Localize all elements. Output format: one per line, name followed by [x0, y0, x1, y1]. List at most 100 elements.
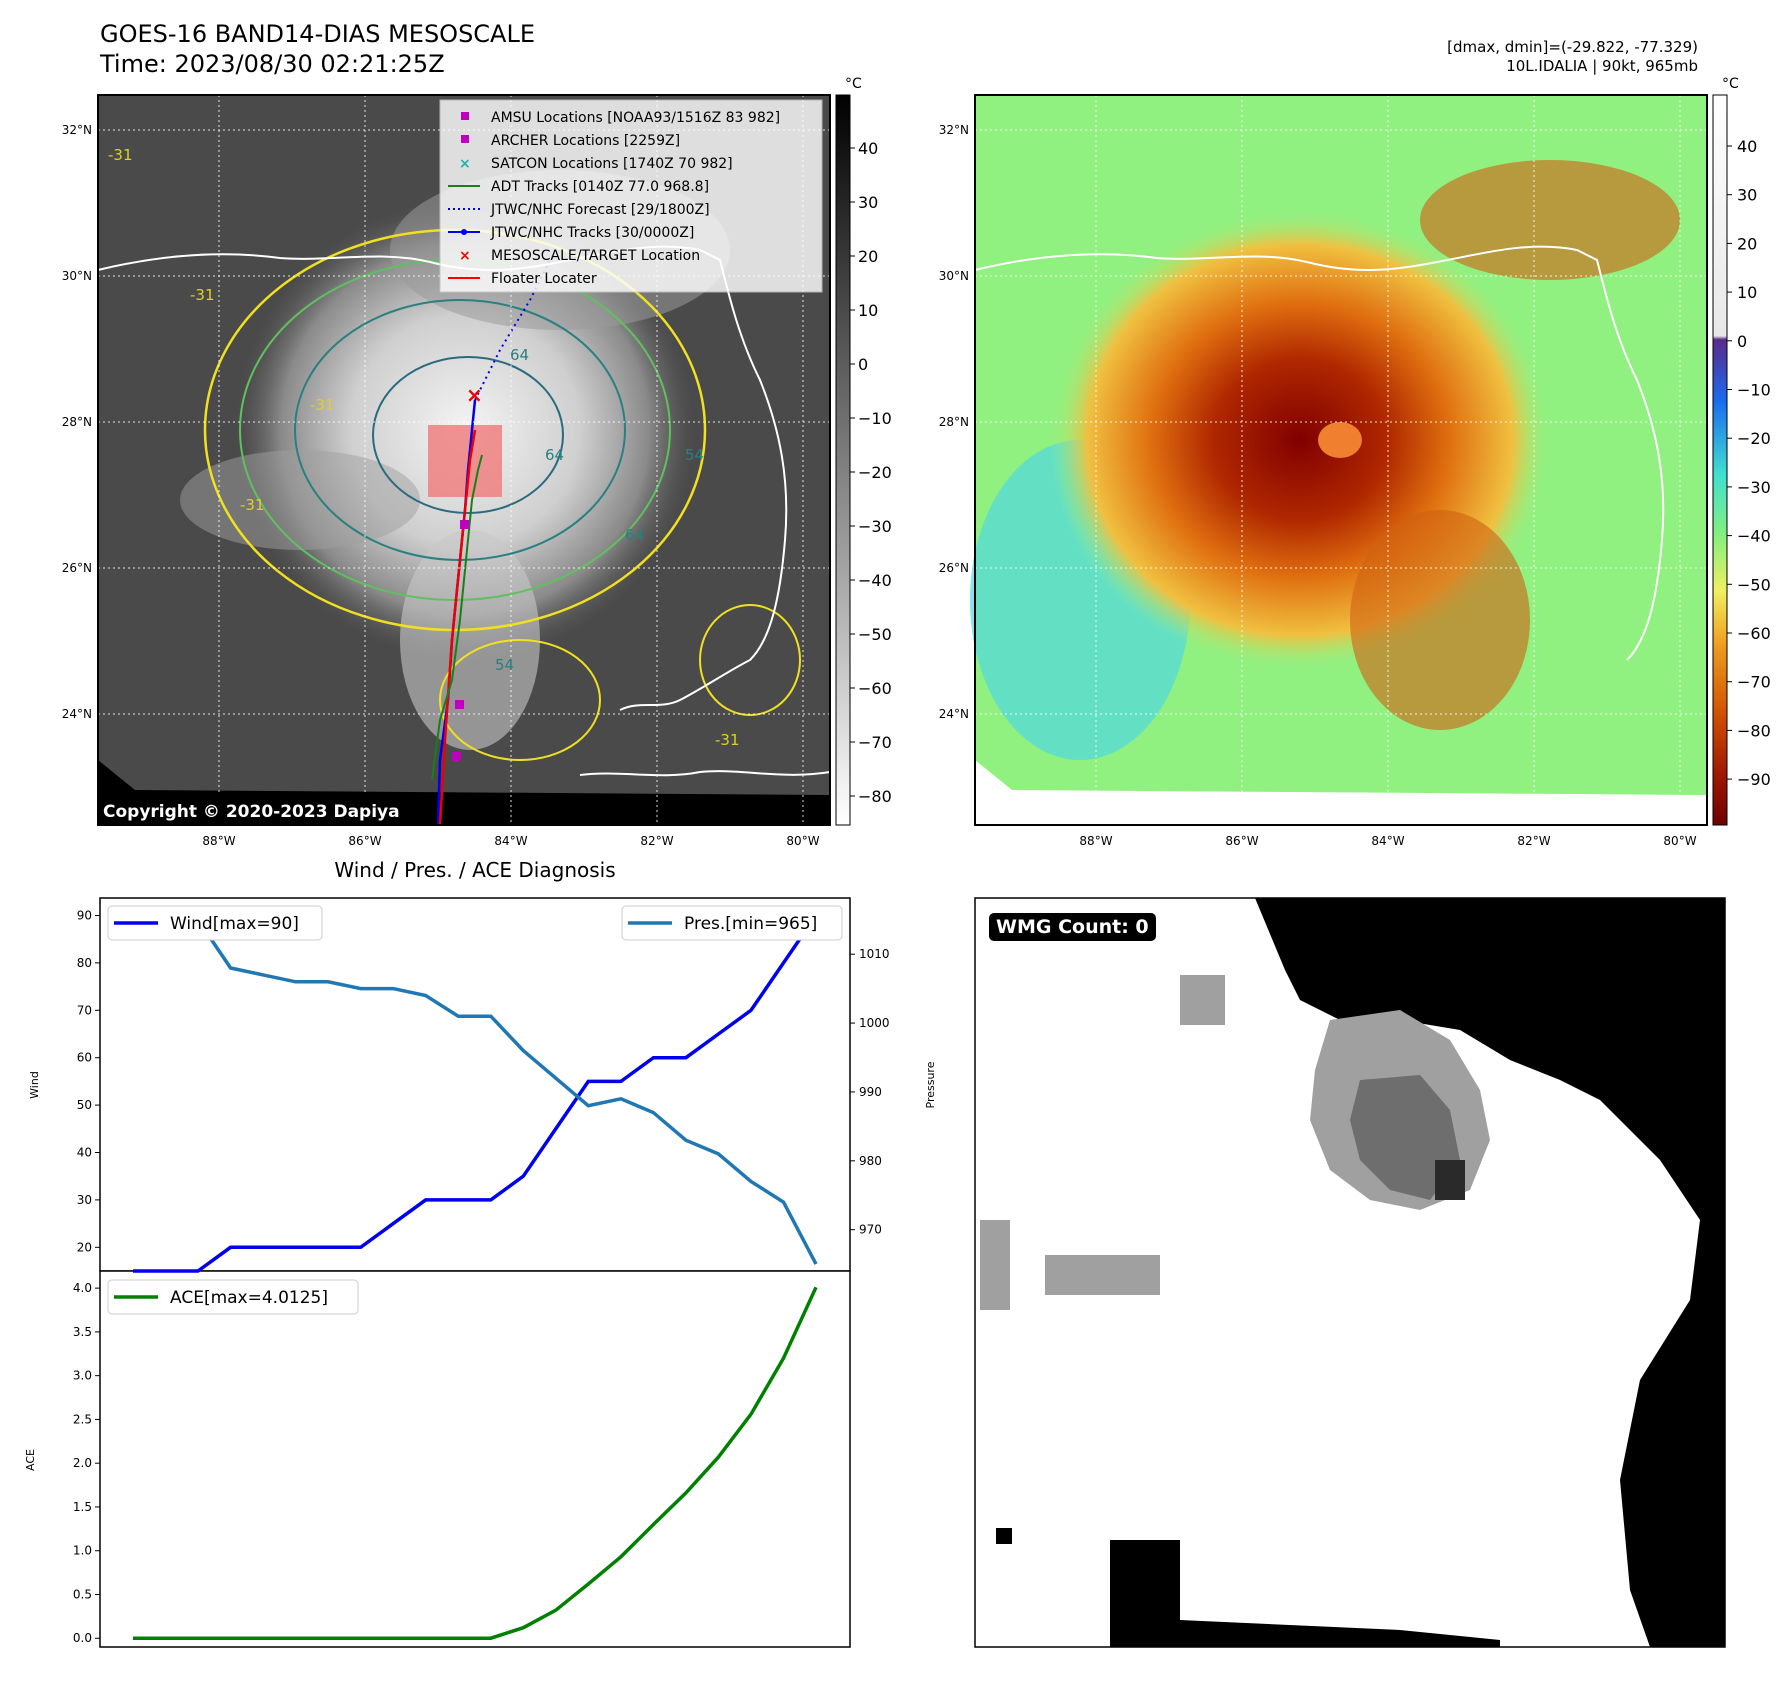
cloud-band-south [400, 530, 540, 750]
gray-colorbar-tick-label: −20 [858, 463, 892, 482]
pressure-y-tick-label: 990 [859, 1085, 882, 1099]
wind-pressure-axes [99, 897, 851, 1272]
contour-label: -31 [310, 396, 335, 414]
color-colorbar-tick-label: 0 [1737, 332, 1747, 351]
pressure-legend-box [621, 905, 843, 941]
pressure-y-tick-label: 980 [859, 1154, 882, 1168]
wind-axis-label: Wind [28, 1071, 41, 1099]
color-map-frame [974, 94, 1708, 826]
lat-tick-label: 32°N [62, 123, 92, 137]
storm-info: [dmax, dmin]=(-29.822, -77.329) 10L.IDAL… [1447, 38, 1698, 76]
lat-tick-label: 28°N [939, 415, 969, 429]
wmg-dark-gray [1350, 1075, 1460, 1200]
legend-marker-x: × [459, 248, 471, 264]
lon-tick-label: 82°W [640, 834, 673, 848]
pressure-y-tick-label: 1000 [859, 1016, 890, 1030]
contour-inner [372, 356, 564, 514]
pressure-y-tick-label: 970 [859, 1223, 882, 1237]
adt-track [431, 454, 483, 781]
color-colorbar-tick-label: 20 [1737, 234, 1757, 253]
wind-pressure-chart: 20 30 40 50 60 70 80 90 970 980 990 1000 1010 Wind[ma… [77, 905, 890, 1273]
legend-label: SATCON Locations [1740Z 70 982] [491, 156, 733, 172]
copyright-text: Copyright © 2020-2023 Dapiya [103, 802, 400, 822]
legend-label: MESOSCALE/TARGET Location [491, 248, 700, 264]
contour-label: -31 [190, 286, 215, 304]
wmg-black-bottom [1110, 1540, 1500, 1647]
ace-y-tick-label: 0.0 [73, 1631, 92, 1645]
gray-colorbar: °C 40 30 20 10 0 −10 −20 −30 −40 −50 −60 −70 −80 [835, 76, 892, 826]
ace-chart: 0.0 0.5 1.0 1.5 2.0 2.5 3.0 3.5 4.0 ACE[max=4.012… [73, 1279, 818, 1645]
lon-tick-label: 80°W [786, 834, 819, 848]
wind-y-tick-label: 70 [77, 1003, 92, 1017]
color-colorbar-tick-label: 30 [1737, 186, 1757, 205]
lon-tick-label: 86°W [1225, 834, 1258, 848]
wind-y-tick-label: 20 [77, 1240, 92, 1254]
legend-entries: AMSU Locations [NOAA93/1516Z 83 982] ARCH… [448, 110, 780, 287]
legend-label: JTWC/NHC Tracks [30/0000Z] [490, 225, 694, 241]
wmg-frame [974, 897, 1726, 1648]
color-colorbar-tick-label: −60 [1737, 624, 1771, 643]
wind-y-tick-label: 60 [77, 1051, 92, 1065]
gray-colorbar-tick-label: −60 [858, 679, 892, 698]
wind-y-tick-label: 50 [77, 1098, 92, 1112]
storm-eye [1318, 422, 1362, 458]
color-colorbar-tick-label: −20 [1737, 429, 1771, 448]
target-marker: × [466, 383, 483, 407]
ace-y-tick-label: 4.0 [73, 1281, 92, 1295]
color-colorbar-ticks: 40 30 20 10 0 −10 −20 −30 −40 −50 −60 −70 −80 −90 [1727, 137, 1771, 789]
figure-time: Time: 2023/08/30 02:21:25Z [100, 50, 445, 78]
gray-colorbar-tick-label: 40 [858, 139, 878, 158]
color-ir-map-panel [970, 94, 1708, 826]
gray-colorbar-tick-label: 30 [858, 193, 878, 212]
lat-tick-label: 24°N [62, 707, 92, 721]
wmg-black-region [1255, 898, 1725, 1647]
color-map-gridlines [975, 95, 1707, 825]
gray-colorbar-tick-label: 10 [858, 301, 878, 320]
wind-y-tick-label: 80 [77, 956, 92, 970]
color-colorbar-tick-label: −40 [1737, 527, 1771, 546]
color-colorbar-scale [1712, 94, 1728, 826]
figure-title: GOES-16 BAND14-DIAS MESOSCALE [100, 20, 536, 48]
lat-tick-label: 28°N [62, 415, 92, 429]
color-colorbar-tick-label: −50 [1737, 575, 1771, 594]
contour-label: -31 [715, 731, 740, 749]
wmg-panel [974, 897, 1726, 1648]
legend-label: Floater Locater [491, 271, 597, 287]
wmg-count-badge: WMG Count: 0 [989, 913, 1156, 941]
gray-colorbar-ticks: 40 30 20 10 0 −10 −20 −30 −40 −50 −60 −70 −80 [850, 139, 892, 806]
wmg-patch-west [980, 1220, 1010, 1310]
amsu-marker [460, 520, 469, 529]
wind-y-tick-label: 40 [77, 1145, 92, 1159]
ace-series-line [133, 1286, 818, 1640]
lon-tick-label: 84°W [494, 834, 527, 848]
contour-yellow-south [439, 639, 601, 761]
gray-colorbar-unit: °C [845, 76, 862, 92]
gray-colorbar-tick-label: −10 [858, 409, 892, 428]
color-colorbar-tick-label: 40 [1737, 137, 1757, 156]
legend-label: JTWC/NHC Forecast [29/1800Z] [490, 202, 710, 218]
map-frame [97, 94, 831, 826]
wmg-pixel [996, 1528, 1012, 1544]
ace-axes [99, 1270, 851, 1648]
gray-colorbar-tick-label: −40 [858, 571, 892, 590]
lon-tick-label: 86°W [348, 834, 381, 848]
contour-label: 64 [510, 346, 529, 364]
wmg-patch-north [1180, 975, 1225, 1025]
wmg-patch-center [1045, 1255, 1160, 1295]
storm-name-text: 10L.IDALIA | 90kt, 965mb [1506, 57, 1698, 75]
lon-tick-label: 88°W [1079, 834, 1112, 848]
contour-label: 54 [495, 656, 514, 674]
map-axis-labels: 88°W 86°W 84°W 82°W 80°W 32°N 30°N 28°N 26°N 24°N… [62, 123, 1697, 848]
lat-tick-label: 24°N [939, 707, 969, 721]
legend-box [439, 99, 823, 293]
contour-label: 64 [545, 446, 564, 464]
ace-y-tick-label: 2.5 [73, 1412, 92, 1426]
color-colorbar-tick-label: −30 [1737, 478, 1771, 497]
lat-tick-label: 30°N [939, 269, 969, 283]
ace-axis-label: ACE [24, 1449, 37, 1471]
floater-box [428, 425, 502, 497]
color-colorbar-tick-label: −10 [1737, 381, 1771, 400]
pressure-series-line [133, 918, 818, 1265]
lat-tick-label: 30°N [62, 269, 92, 283]
legend-marker-dot [461, 229, 467, 235]
